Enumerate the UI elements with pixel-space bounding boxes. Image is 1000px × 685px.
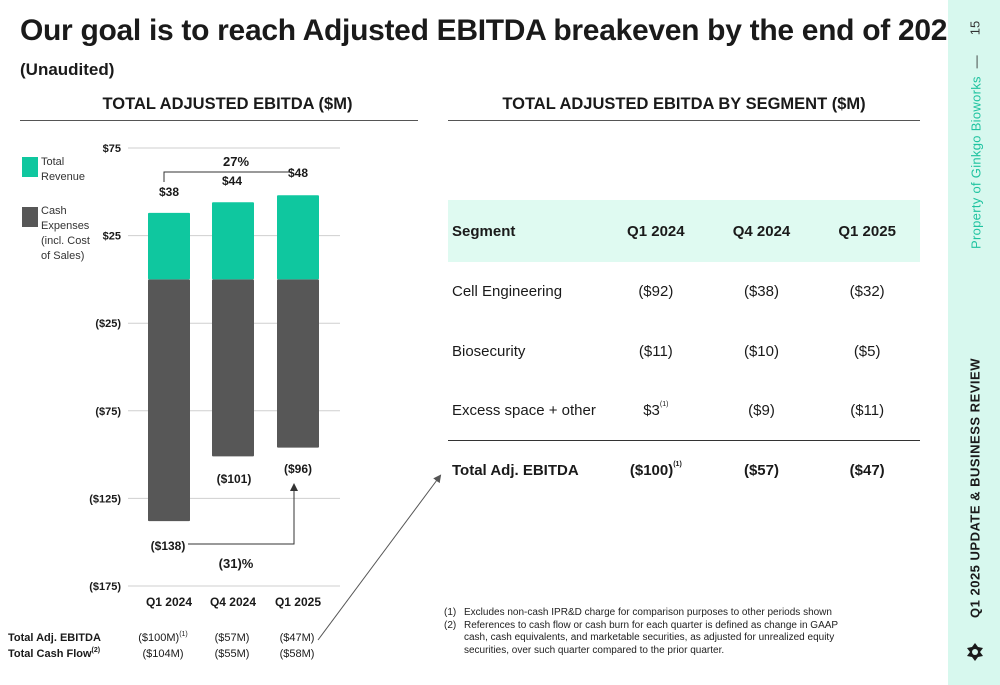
- x-tick-label: Q1 2024: [146, 595, 192, 609]
- y-tick-label: ($25): [95, 318, 121, 330]
- data-label-revenue: $48: [288, 166, 308, 180]
- table-header-cell: Q1 2024: [603, 200, 709, 262]
- table-header-cell: Segment: [448, 200, 603, 262]
- growth-annotation: 27%: [223, 154, 249, 169]
- expense-change-annotation: (31)%: [219, 556, 254, 571]
- table-cell: ($100)(1): [603, 440, 709, 501]
- table-header-cell: Q1 2025: [814, 200, 920, 262]
- right-heading-rule: [448, 120, 920, 121]
- y-tick-label: ($125): [89, 493, 121, 505]
- footer-label-cash-flow: Total Cash Flow(2): [8, 647, 101, 660]
- bar-total-revenue: [148, 212, 190, 280]
- property-notice: Property of Ginkgo Bioworks —: [968, 55, 984, 249]
- table-header-row: Segment Q1 2024 Q4 2024 Q1 2025: [448, 200, 920, 262]
- table-row: Cell Engineering ($92) ($38) ($32): [448, 262, 920, 322]
- right-section-heading: TOTAL ADJUSTED EBITDA BY SEGMENT ($M): [502, 95, 866, 113]
- expense-change-bracket: [188, 486, 295, 545]
- footer-adj-ebitda-q4-2024: ($57M): [214, 632, 250, 644]
- footnote: (1) Excludes non-cash IPR&D charge for co…: [444, 607, 832, 618]
- report-title-vertical: Q1 2025 UPDATE & BUSINESS REVIEW: [967, 358, 983, 618]
- bar-cash-expenses: [212, 279, 254, 457]
- segment-table: Segment Q1 2024 Q4 2024 Q1 2025 Cell Eng…: [448, 200, 920, 501]
- data-label-cash-expenses: ($138): [151, 539, 186, 553]
- table-cell: ($92): [638, 283, 674, 301]
- left-section-heading: TOTAL ADJUSTED EBITDA ($M): [102, 95, 353, 113]
- y-tick-label: ($175): [89, 581, 121, 593]
- data-label-cash-expenses: ($96): [284, 462, 312, 476]
- x-tick-label: Q1 2025: [275, 595, 321, 609]
- x-tick-label: Q4 2024: [210, 595, 256, 609]
- footer-adj-ebitda-q1-2025: ($47M): [279, 632, 315, 644]
- right-sidebar: [948, 0, 1000, 685]
- expense-change-arrowhead: [290, 483, 298, 491]
- footer-adj-ebitda-q1-2024: ($100M)(1): [138, 631, 188, 644]
- table-cell: Cell Engineering: [452, 283, 563, 301]
- table-cell: ($10): [743, 342, 779, 360]
- data-label-cash-expenses: ($101): [217, 472, 252, 486]
- ebitda-stacked-bar-chart: $75 $25 ($25) ($75) ($125) ($175) Q1 2024 Q4 20…: [89, 143, 340, 609]
- data-label-revenue: $44: [222, 174, 242, 188]
- bar-cash-expenses: [148, 279, 190, 522]
- table-row: Biosecurity ($11) ($10) ($5): [448, 322, 920, 382]
- page-number: 15: [967, 20, 983, 36]
- legend-label-cash-expenses: Cash Expenses (incl. Cost of Sales): [41, 205, 90, 262]
- table-total-row: Total Adj. EBITDA ($100)(1) ($57) ($47): [448, 440, 920, 501]
- table-cell: $3(1): [643, 401, 669, 419]
- table-row: Excess space + other $3(1) ($9) ($11): [448, 381, 920, 441]
- bar-total-revenue: [212, 202, 254, 280]
- y-tick-label: $25: [103, 231, 121, 243]
- table-cell: Excess space + other: [452, 402, 596, 419]
- bar-cash-expenses: [277, 279, 319, 448]
- growth-bracket: [163, 171, 290, 182]
- left-heading-rule: [20, 120, 418, 121]
- table-cell: ($5): [853, 342, 881, 360]
- y-tick-label: $75: [103, 143, 121, 155]
- table-cell: ($11): [638, 342, 673, 360]
- footer-label-adj-ebitda: Total Adj. EBITDA: [8, 632, 101, 644]
- footer-cash-flow-q1-2024: ($104M): [142, 648, 184, 660]
- footnote: (2) References to cash flow or cash burn …: [444, 619, 838, 656]
- table-cell: Biosecurity: [452, 342, 526, 360]
- table-cell: ($32): [849, 283, 885, 301]
- bar-total-revenue: [277, 195, 319, 280]
- legend-swatch-revenue: [22, 157, 38, 177]
- table-cell: ($38): [743, 283, 779, 301]
- footer-cash-flow-q4-2024: ($55M): [214, 648, 250, 660]
- footnotes: (1) Excludes non-cash IPR&D charge for co…: [444, 607, 864, 657]
- table-cell: ($47): [814, 440, 920, 501]
- y-tick-label: ($75): [95, 406, 121, 418]
- page-subtitle: (Unaudited): [20, 60, 115, 79]
- table-cell: ($9): [748, 402, 775, 419]
- footer-cash-flow-q1-2025: ($58M): [279, 648, 315, 660]
- table-cell: ($11): [850, 402, 885, 419]
- ginkgo-logo-icon: [967, 643, 983, 661]
- table-cell: Total Adj. EBITDA: [448, 440, 603, 501]
- table-cell: ($57): [708, 440, 815, 501]
- data-label-revenue: $38: [159, 185, 179, 199]
- legend-label-revenue: Total Revenue: [41, 156, 86, 183]
- page-title: Our goal is to reach Adjusted EBITDA bre…: [20, 14, 964, 47]
- legend-swatch-cash-expenses: [22, 207, 38, 227]
- table-header-cell: Q4 2024: [708, 200, 815, 262]
